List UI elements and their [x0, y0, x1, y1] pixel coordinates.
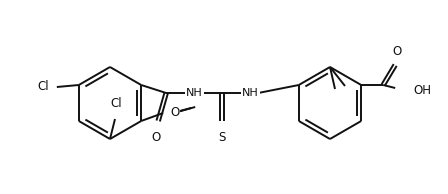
- Text: OH: OH: [413, 83, 431, 96]
- Text: NH: NH: [242, 88, 258, 98]
- Text: Cl: Cl: [110, 97, 122, 110]
- Text: O: O: [151, 131, 161, 144]
- Text: S: S: [219, 131, 226, 144]
- Text: Cl: Cl: [37, 81, 49, 94]
- Text: NH: NH: [186, 88, 202, 98]
- Text: O: O: [170, 107, 180, 120]
- Text: O: O: [392, 45, 402, 58]
- Text: O: O: [170, 107, 180, 120]
